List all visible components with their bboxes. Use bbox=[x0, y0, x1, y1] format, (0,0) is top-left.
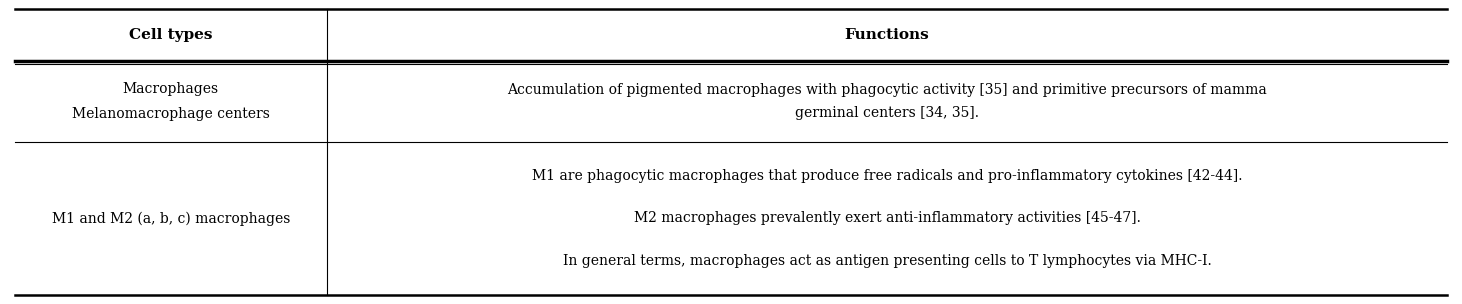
Text: M1 are phagocytic macrophages that produce free radicals and pro-inflammatory cy: M1 are phagocytic macrophages that produ… bbox=[532, 169, 1243, 183]
Text: M1 and M2 (a, b, c) macrophages: M1 and M2 (a, b, c) macrophages bbox=[51, 211, 289, 226]
Text: Functions: Functions bbox=[845, 28, 930, 42]
Text: M2 macrophages prevalently exert anti-inflammatory activities [45-47].: M2 macrophages prevalently exert anti-in… bbox=[633, 212, 1140, 226]
Text: In general terms, macrophages act as antigen presenting cells to T lymphocytes v: In general terms, macrophages act as ant… bbox=[563, 254, 1212, 268]
Text: Cell types: Cell types bbox=[129, 28, 212, 42]
Text: Macrophages
Melanomacrophage centers: Macrophages Melanomacrophage centers bbox=[72, 82, 269, 121]
Text: Accumulation of pigmented macrophages with phagocytic activity [35] and primitiv: Accumulation of pigmented macrophages wi… bbox=[507, 83, 1268, 120]
